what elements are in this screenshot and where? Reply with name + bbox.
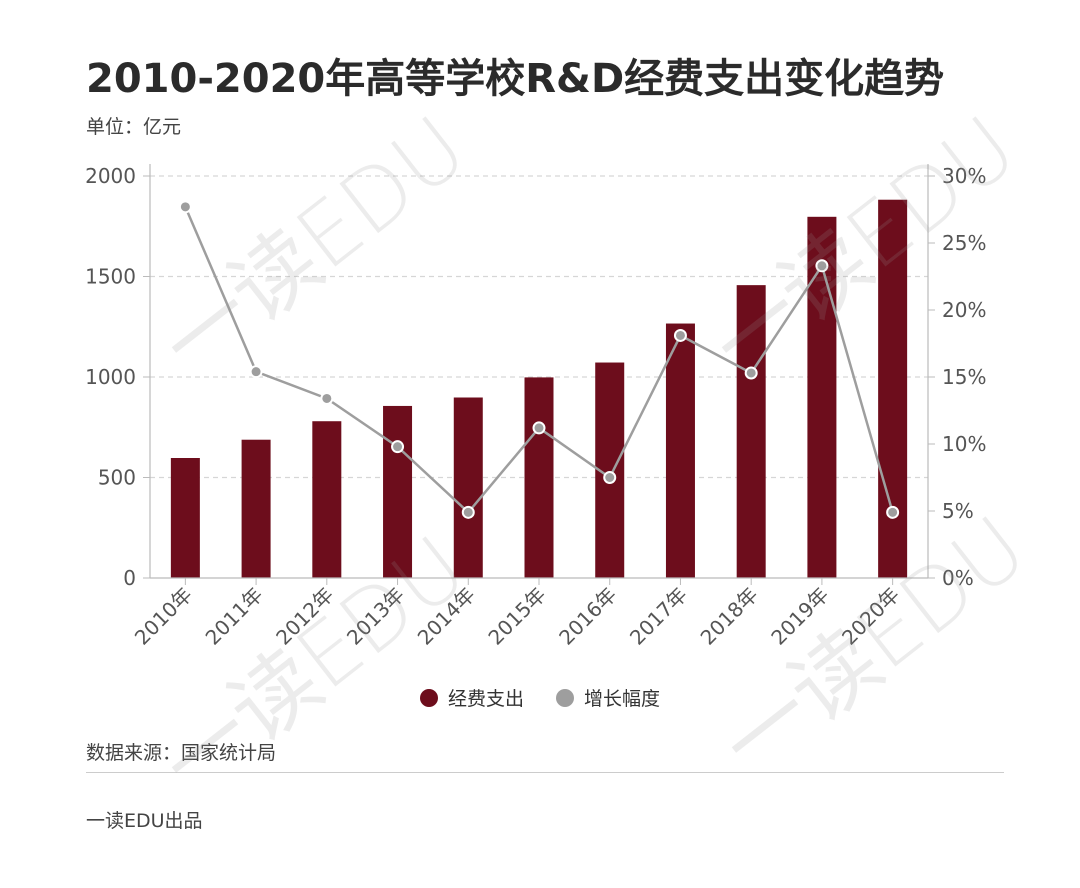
growth-point-2010年 — [178, 200, 192, 214]
y-right-tick-label: 15% — [942, 365, 986, 389]
x-tick-label: 2017年 — [625, 583, 692, 650]
bar-2010年 — [170, 458, 200, 578]
x-tick-label: 2010年 — [130, 583, 197, 650]
chart-title: 2010-2020年高等学校R&D经费支出变化趋势 — [86, 56, 945, 102]
growth-point-2012年 — [320, 391, 334, 405]
chart-legend: 经费支出 增长幅度 — [0, 684, 1080, 711]
y-left-tick-label: 1500 — [85, 265, 136, 289]
growth-point-2017年 — [673, 328, 687, 342]
footer-divider — [86, 772, 1004, 773]
y-left-tick-label: 500 — [98, 466, 136, 490]
growth-point-2015年 — [532, 421, 546, 435]
x-tick-label: 2020年 — [837, 583, 904, 650]
unit-label: 单位：亿元 — [86, 116, 182, 138]
x-tick-label: 2012年 — [271, 583, 338, 650]
x-tick-label: 2015年 — [483, 583, 550, 650]
growth-point-2016年 — [603, 471, 617, 484]
y-right-tick-label: 30% — [942, 164, 986, 188]
x-tick-label: 2019年 — [766, 583, 833, 650]
y-right-tick-label: 0% — [942, 566, 974, 590]
bar-2018年 — [736, 285, 766, 578]
bar-2017年 — [665, 323, 695, 578]
growth-point-2019年 — [815, 259, 829, 273]
growth-point-2020年 — [886, 505, 900, 519]
x-tick-label: 2014年 — [413, 583, 480, 650]
growth-point-2013年 — [391, 440, 405, 454]
x-tick-label: 2013年 — [342, 583, 409, 650]
legend-line-label: 增长幅度 — [584, 688, 661, 710]
x-tick-label: 2018年 — [696, 583, 763, 650]
bar-2020年 — [878, 199, 908, 578]
x-tick-label: 2011年 — [201, 583, 268, 650]
legend-item-bars: 经费支出 — [419, 684, 524, 711]
y-right-tick-label: 25% — [942, 231, 986, 255]
y-left-tick-label: 1000 — [85, 365, 136, 389]
y-right-tick-label: 20% — [942, 298, 986, 322]
growth-point-2018年 — [744, 366, 758, 380]
legend-item-line: 增长幅度 — [556, 684, 660, 711]
bar-2019年 — [807, 216, 837, 579]
bar-2012年 — [312, 421, 342, 578]
data-source: 数据来源：国家统计局 — [86, 742, 277, 764]
y-left-tick-label: 0 — [123, 566, 136, 590]
bar-2015年 — [524, 377, 554, 578]
bar-2011年 — [241, 439, 271, 578]
legend-bar-swatch — [419, 688, 438, 707]
y-left-tick-label: 2000 — [85, 164, 136, 188]
producer-credit: 一读EDU出品 — [86, 810, 203, 832]
bar-2014年 — [453, 397, 483, 578]
legend-line-swatch — [556, 688, 574, 707]
x-tick-label: 2016年 — [554, 583, 621, 650]
growth-point-2011年 — [249, 365, 263, 379]
bar-2013年 — [383, 405, 413, 578]
y-right-tick-label: 10% — [942, 432, 986, 456]
legend-bar-label: 经费支出 — [447, 688, 524, 710]
growth-point-2014年 — [461, 505, 475, 519]
y-right-tick-label: 5% — [942, 499, 974, 523]
